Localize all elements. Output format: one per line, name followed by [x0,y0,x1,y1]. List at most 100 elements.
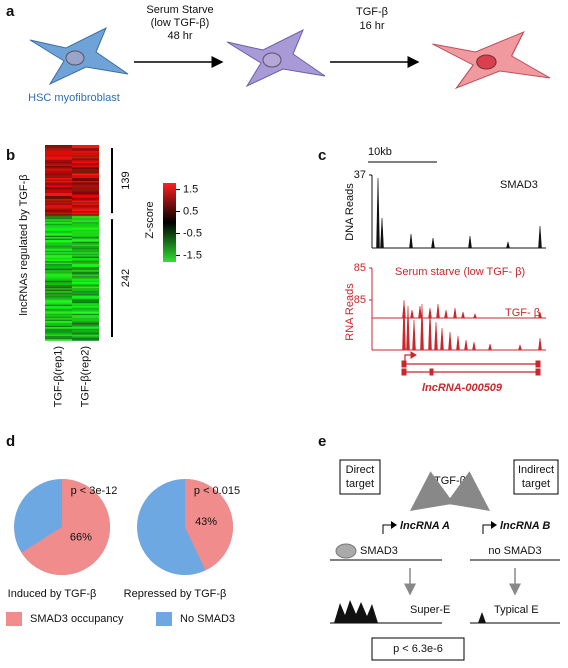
heatmap-row [45,262,72,265]
heatmap-row [45,235,72,238]
heatmap-row [45,243,72,245]
box-text: Direct [346,464,375,476]
heatmap-row [45,318,72,320]
unbound-label: no SMAD3 [488,545,541,557]
heatmap-row [45,265,72,268]
heatmap-row [45,185,72,188]
heatmap-row [45,152,72,155]
heatmap-row [72,250,99,253]
track-label: SMAD3 [500,179,538,191]
heatmap-row [72,176,99,179]
track-label: TGF- β [505,307,540,319]
track-signal [402,299,542,351]
heatmap-row [45,327,72,329]
heatmap-row [72,209,99,212]
heatmap-row [72,298,99,301]
heatmap-row [72,179,99,182]
heatmap-row [72,339,99,341]
heatmap-row [45,339,72,341]
colorbar-title: Z-score [144,201,156,238]
heatmap-row [72,313,99,316]
heatmap-row [45,193,72,195]
heatmap-row [72,312,99,314]
pie-caption: Repressed by TGF-β [124,588,227,600]
heatmap-row [72,154,99,156]
heatmap-row [72,336,99,338]
heatmap-row [45,313,72,316]
heatmap-row [72,212,99,215]
heatmap-row [72,228,99,230]
heatmap-row [72,271,99,274]
heatmap-row [72,337,99,340]
heatmap-row [72,315,99,317]
heatmap-row [72,286,99,289]
heatmap-row [45,324,72,326]
colorbar-tick-label: 0.5 [183,205,198,217]
heatmap-row [45,161,72,164]
heatmap-row [45,206,72,209]
heatmap-row [72,268,99,271]
heatmap-row [72,331,99,334]
heatmap-row [72,145,99,147]
heatmap-row [45,155,72,158]
heatmap-row [72,277,99,280]
colorbar-tick-label: -0.5 [183,227,202,239]
heatmap-row [45,325,72,328]
box [339,459,381,495]
track-label: Serum starve (low TGF- β) [395,266,525,278]
heatmap-row [72,182,99,185]
heatmap-row [45,264,72,266]
heatmap-row [45,229,72,232]
colorbar-tick-label: -1.5 [183,249,202,261]
heatmap-row [72,246,99,248]
heatmap-row [45,279,72,281]
heatmap-row [72,258,99,260]
step-text: 16 hr [359,20,384,32]
heatmap-row [45,178,72,180]
heatmap-row [45,256,72,259]
heatmap-row [45,303,72,305]
heatmap-row [45,203,72,206]
heatmap-row [45,219,72,221]
axis-label: lncRNAs regulated by TGF-β [18,174,30,315]
heatmap-row [72,208,99,210]
heatmap-row [72,285,99,287]
heatmap-row [45,228,72,230]
heatmap-row [45,191,72,194]
heatmap-row [72,188,99,191]
heatmap-row [45,170,72,173]
heatmap-row [45,160,72,162]
heatmap-row [72,197,99,200]
heatmap-row [72,148,99,150]
heatmap-row [72,219,99,221]
heatmap-row [72,280,99,283]
pie-value-label: 43% [195,516,217,528]
panel-label: e [318,433,326,450]
box [371,637,465,661]
heatmap-row [72,164,99,167]
heatmap-row [45,328,72,331]
heatmap-row [72,170,99,173]
track-signal [402,301,542,319]
heatmap-row [45,188,72,191]
heatmap-row [72,270,99,272]
heatmap-row [72,279,99,281]
heatmap-row [72,259,99,262]
heatmap-row [45,321,72,323]
heatmap-row [45,157,72,159]
heatmap-row [72,146,99,149]
group-count: 139 [120,171,132,189]
heatmap-row [72,301,99,304]
heatmap-row [72,200,99,203]
box [513,459,559,495]
pie-caption: Induced by TGF-β [8,588,97,600]
heatmap-row [72,309,99,311]
heatmap-row [72,327,99,329]
heatmap-row [45,301,72,304]
heatmap-row [72,199,99,201]
heatmap-row [45,274,72,277]
heatmap-row [45,286,72,289]
panel-label: a [6,3,15,20]
heatmap-row [45,255,72,257]
